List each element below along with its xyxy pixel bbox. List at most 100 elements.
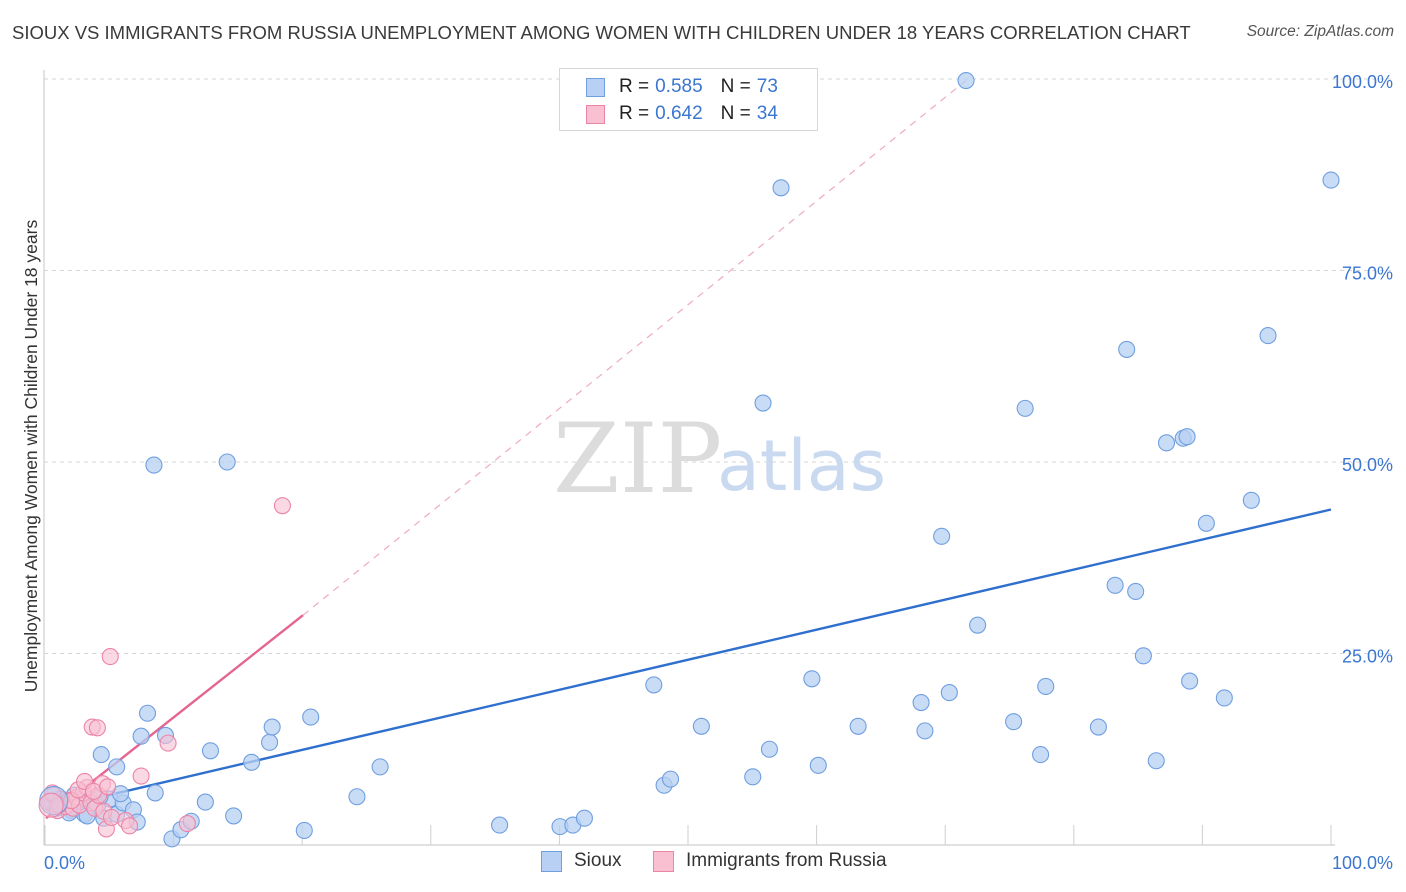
sioux-point — [1242, 491, 1260, 509]
sioux-point — [1147, 752, 1165, 770]
legend-swatch-russia — [653, 850, 674, 872]
sioux-point — [645, 676, 663, 694]
sioux-point — [940, 684, 958, 702]
sioux-point — [1197, 514, 1215, 532]
sioux-point — [1322, 171, 1340, 189]
legend-n-label: N = — [720, 103, 751, 124]
sioux-point — [1178, 428, 1196, 446]
sioux-point — [1089, 718, 1107, 736]
sioux-point — [302, 708, 320, 726]
correlation-legend: R = 0.585 N = 73 R = 0.642 N = 34 — [559, 68, 818, 131]
legend-label-sioux: Sioux — [574, 850, 622, 871]
x-tick-label: 0.0% — [44, 853, 85, 873]
sioux-point — [348, 788, 366, 806]
russia-point — [159, 734, 177, 752]
sioux-point — [760, 740, 779, 758]
sioux-point — [692, 717, 710, 735]
y-tick-label: 100.0% — [1332, 72, 1393, 92]
legend-r-label: R = — [619, 76, 650, 97]
sioux-point — [916, 722, 934, 740]
sioux-point — [849, 717, 867, 735]
legend-item-sioux[interactable]: Sioux — [541, 850, 622, 872]
russia-point — [84, 782, 103, 800]
legend-row-russia: R = 0.642 N = 34 — [560, 101, 778, 127]
sioux-point — [263, 718, 281, 736]
y-tick-label: 50.0% — [1342, 455, 1393, 475]
sioux-point — [575, 809, 593, 827]
russia-point — [178, 815, 196, 833]
sioux-point — [969, 616, 987, 634]
legend-r-value: 0.585 — [655, 76, 703, 97]
series-legend: Sioux Immigrants from Russia — [0, 850, 1406, 878]
sioux-point — [1032, 746, 1050, 764]
sioux-point — [912, 693, 930, 712]
sioux-point — [1181, 672, 1199, 690]
sioux-point — [1016, 399, 1034, 417]
sioux-point — [1127, 582, 1145, 601]
sioux-point — [243, 753, 261, 771]
sioux-point — [957, 71, 975, 90]
sioux-point — [145, 456, 163, 474]
data-points — [38, 71, 1340, 848]
sioux-point — [809, 756, 827, 774]
russia-point — [273, 497, 291, 515]
russia-point — [101, 648, 119, 666]
russia-point — [99, 778, 117, 796]
sioux-point — [1259, 327, 1277, 345]
legend-n-value: 73 — [756, 76, 778, 97]
legend-swatch-russia — [586, 104, 605, 124]
russia-point — [120, 817, 139, 835]
legend-n-label: N = — [720, 76, 751, 97]
grid-lines — [44, 78, 1391, 654]
sioux-point — [1215, 689, 1233, 707]
sioux-point — [371, 758, 389, 776]
sioux-point — [1118, 340, 1136, 358]
sioux-point — [138, 704, 157, 722]
sioux-point — [772, 179, 790, 197]
y-tick-label: 25.0% — [1342, 647, 1393, 667]
legend-row-sioux: R = 0.585 N = 73 — [560, 74, 778, 100]
legend-swatch-sioux — [541, 850, 562, 872]
y-tick-label: 75.0% — [1342, 264, 1393, 284]
legend-r-value: 0.642 — [655, 103, 703, 124]
legend-n-value: 34 — [756, 103, 778, 124]
sioux-point — [92, 746, 110, 764]
sioux-point — [754, 394, 772, 412]
sioux-point — [196, 793, 214, 811]
watermark-atlas: atlas — [717, 425, 886, 507]
russia-point — [132, 767, 150, 785]
watermark-zip: ZIP — [553, 403, 722, 515]
sioux-point — [1106, 576, 1124, 594]
sioux-point — [295, 821, 313, 839]
sioux-point — [261, 733, 279, 751]
x-tick-label: 100.0% — [1332, 853, 1393, 873]
sioux-point — [1157, 434, 1176, 452]
chart-title: SIOUX VS IMMIGRANTS FROM RUSSIA UNEMPLOY… — [12, 22, 1191, 43]
sioux-point — [491, 816, 509, 834]
sioux-point — [218, 453, 236, 471]
source-label: Source: ZipAtlas.com — [1246, 23, 1394, 40]
y-axis-label: Unemployment Among Women with Children U… — [21, 220, 41, 693]
tick-labels: 25.0% 50.0% 75.0% 100.0% 0.0% 100.0% — [44, 72, 1393, 873]
russia-trend-extension — [302, 80, 967, 616]
sioux-point — [933, 527, 951, 545]
sioux-point — [1134, 647, 1152, 665]
sioux-point — [146, 784, 164, 802]
sioux-point — [803, 670, 821, 688]
watermark: ZIP atlas — [553, 403, 886, 515]
sioux-point — [661, 770, 680, 788]
sioux-point — [1005, 713, 1023, 731]
sioux-point — [744, 768, 762, 786]
sioux-point — [1037, 677, 1055, 695]
sioux-point — [225, 807, 243, 825]
russia-point — [38, 792, 64, 818]
russia-point — [102, 808, 121, 826]
legend-item-russia[interactable]: Immigrants from Russia — [653, 850, 887, 872]
sioux-point — [108, 758, 126, 776]
sioux-trend-line — [45, 508, 1332, 811]
sioux-point — [201, 742, 220, 760]
sioux-point — [132, 727, 150, 745]
russia-point — [88, 719, 106, 737]
legend-r-label: R = — [619, 103, 650, 124]
